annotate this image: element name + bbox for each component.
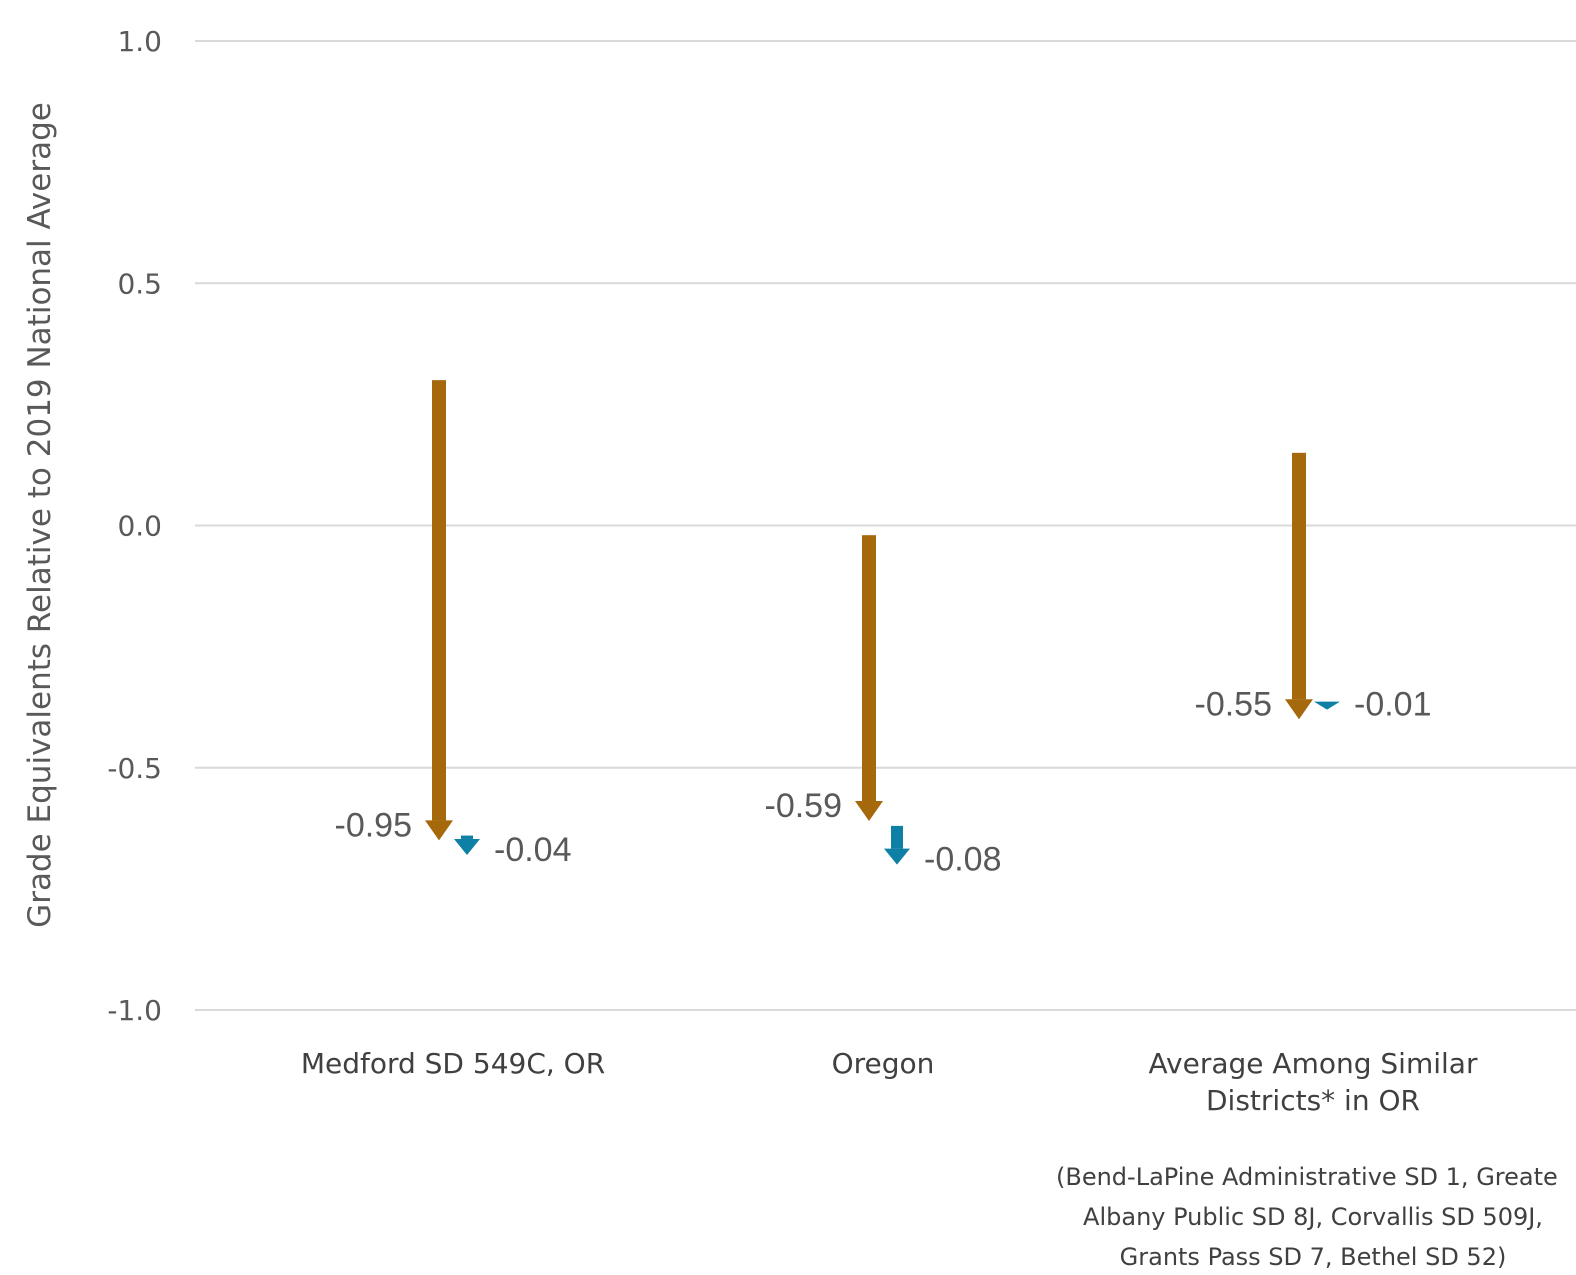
x-category-label: Medford SD 549C, OR bbox=[301, 1047, 605, 1080]
data-label: -0.04 bbox=[494, 831, 572, 869]
gridlines bbox=[195, 40, 1576, 1011]
x-category-label: Average Among Similar bbox=[1149, 1047, 1478, 1080]
data-arrows: -0.95 -0.59 -0.55 -0.04 -0.08 -0.01 bbox=[335, 380, 1432, 879]
y-axis-ticks: 1.0 0.5 0.0 -0.5 -1.0 bbox=[107, 25, 162, 1027]
footnote-line: Albany Public SD 8J, Corvallis SD 509J, bbox=[1083, 1203, 1543, 1231]
arrow-head bbox=[425, 820, 453, 841]
data-label: -0.01 bbox=[1354, 686, 1432, 724]
y-tick-label: -0.5 bbox=[107, 752, 162, 785]
data-label: -0.95 bbox=[335, 806, 413, 844]
y-axis-label: Grade Equivalents Relative to 2019 Natio… bbox=[22, 102, 58, 928]
arrow-head bbox=[1285, 699, 1313, 720]
y-tick-label: 0.0 bbox=[117, 510, 162, 543]
data-label: -0.59 bbox=[765, 787, 843, 825]
x-category-label: Oregon bbox=[832, 1047, 935, 1080]
category-labels: Medford SD 549C, OR Oregon Average Among S… bbox=[301, 1047, 1478, 1117]
arrow-shaft bbox=[461, 835, 473, 839]
arrow-head bbox=[884, 848, 910, 865]
footnote: (Bend-LaPine Administrative SD 1, Greate… bbox=[1056, 1163, 1558, 1271]
data-label: -0.08 bbox=[924, 841, 1002, 879]
footnote-line: Grants Pass SD 7, Bethel SD 52) bbox=[1120, 1243, 1507, 1271]
arrow-shaft bbox=[891, 825, 903, 849]
arrow-shaft bbox=[432, 380, 446, 821]
y-tick-label: 1.0 bbox=[117, 25, 162, 58]
arrow-shaft bbox=[1292, 452, 1306, 700]
arrow-shaft bbox=[862, 535, 876, 802]
y-tick-label: 0.5 bbox=[117, 267, 162, 300]
y-tick-label: -1.0 bbox=[107, 994, 162, 1027]
arrow-head bbox=[1314, 701, 1340, 710]
arrow-head bbox=[454, 838, 480, 855]
x-category-label: Districts* in OR bbox=[1206, 1084, 1420, 1117]
data-label: -0.55 bbox=[1195, 685, 1273, 723]
footnote-line: (Bend-LaPine Administrative SD 1, Greate bbox=[1056, 1163, 1558, 1191]
arrow-head bbox=[855, 801, 883, 822]
